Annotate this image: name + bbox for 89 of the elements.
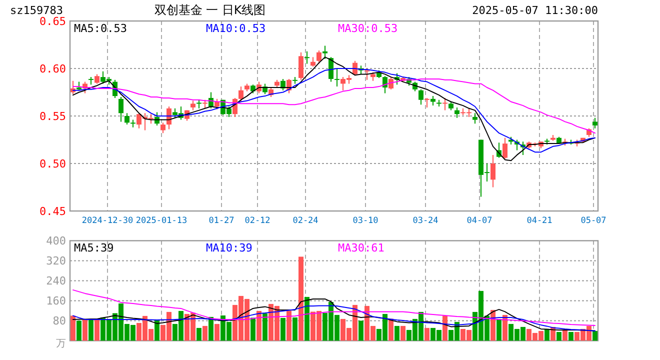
line-series	[72, 305, 596, 332]
x-tick-label: 2024-12-30	[82, 216, 134, 226]
x-tick-label: 2025-01-13	[136, 216, 188, 226]
bar	[304, 296, 310, 341]
candlestick	[124, 112, 130, 126]
bar	[544, 328, 550, 341]
y-tick-label: 80	[52, 314, 66, 328]
bar	[592, 330, 598, 341]
bar	[496, 318, 502, 341]
text: MA30:0.53	[338, 22, 398, 35]
text: 2025-05-07 11:30:00	[472, 4, 598, 17]
candlestick	[118, 96, 124, 122]
x-tick-label: 02-12	[244, 216, 270, 226]
bar	[358, 320, 364, 341]
text: MA5:39	[74, 242, 114, 255]
candlestick	[424, 97, 430, 108]
bar	[214, 324, 220, 341]
bar	[88, 318, 94, 341]
x-tick-label: 05-07	[580, 216, 606, 226]
candlestick	[364, 68, 370, 80]
candlestick	[592, 117, 598, 129]
y-tick-label: 160	[46, 294, 66, 308]
line-series	[72, 78, 596, 134]
bar	[202, 326, 208, 341]
text: MA10:0.53	[206, 22, 266, 35]
text: MA10:39	[206, 242, 252, 255]
bar	[70, 316, 76, 341]
y-tick-label: 400	[46, 234, 66, 248]
text: MA30:61	[338, 242, 384, 255]
line-series	[72, 289, 596, 326]
bar	[394, 326, 400, 341]
text: sz159783	[10, 4, 63, 17]
candlestick	[316, 50, 322, 64]
y-axis-title: 万	[56, 338, 66, 350]
candlestick	[418, 88, 424, 106]
candlestick	[190, 100, 196, 111]
y-tick-label: 0.50	[40, 158, 66, 170]
x-tick-label: 03-10	[352, 216, 378, 226]
line-series	[72, 56, 596, 162]
candlestick	[430, 96, 436, 106]
x-tick-label: 02-24	[292, 216, 318, 226]
bar	[388, 318, 394, 341]
text: MA5:0.53	[74, 22, 127, 35]
candlestick	[490, 154, 496, 188]
bar	[286, 310, 292, 341]
bar	[280, 318, 286, 341]
candlestick	[472, 112, 478, 124]
x-tick-label: 04-07	[466, 216, 492, 226]
bar	[292, 317, 298, 341]
candlestick	[334, 68, 340, 88]
candlestick	[328, 56, 334, 82]
bar	[556, 332, 562, 341]
bar	[424, 328, 430, 341]
candlestick	[238, 86, 244, 102]
x-tick-label: 04-21	[526, 216, 552, 226]
candlestick	[310, 56, 316, 68]
candlestick	[304, 50, 310, 64]
bar	[208, 316, 214, 341]
x-tick-label: 01-27	[208, 216, 234, 226]
bar	[250, 318, 256, 341]
candlestick	[94, 74, 100, 84]
bar	[262, 313, 268, 341]
candlestick	[160, 122, 166, 134]
bar	[568, 332, 574, 341]
bar	[94, 319, 100, 341]
candlestick	[502, 137, 508, 160]
y-tick-label: 0.55	[40, 110, 66, 123]
bar	[400, 326, 406, 341]
x-tick-label: 03-24	[412, 216, 438, 226]
y-tick-label: 0.45	[40, 205, 66, 218]
bar	[196, 328, 202, 341]
bar	[562, 330, 568, 341]
y-tick-label: 0.60	[40, 62, 66, 76]
y-tick-label: 0.65	[40, 15, 66, 28]
bar	[442, 316, 448, 341]
bar	[298, 256, 304, 341]
candlestick	[298, 52, 304, 80]
chart-title: 双创基金 一 日K线图	[154, 3, 266, 17]
bar	[82, 319, 88, 341]
bar	[76, 320, 82, 341]
line-series	[72, 298, 596, 332]
y-tick-label: 320	[46, 254, 66, 268]
bar	[502, 314, 508, 341]
candlestick	[442, 97, 448, 111]
candlestick	[322, 45, 328, 60]
bar	[256, 310, 262, 341]
candlestick	[382, 76, 388, 94]
y-tick-label: 240	[46, 274, 66, 288]
candlestick	[454, 106, 460, 118]
